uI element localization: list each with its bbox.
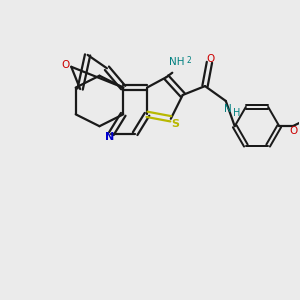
Text: O: O	[207, 54, 215, 64]
Text: 2: 2	[187, 56, 192, 65]
Text: N: N	[224, 104, 232, 114]
Text: O: O	[62, 60, 70, 70]
Text: NH: NH	[169, 57, 184, 67]
Text: N: N	[105, 132, 115, 142]
Text: S: S	[171, 119, 179, 129]
Text: O: O	[289, 126, 297, 136]
Text: H: H	[232, 108, 240, 118]
